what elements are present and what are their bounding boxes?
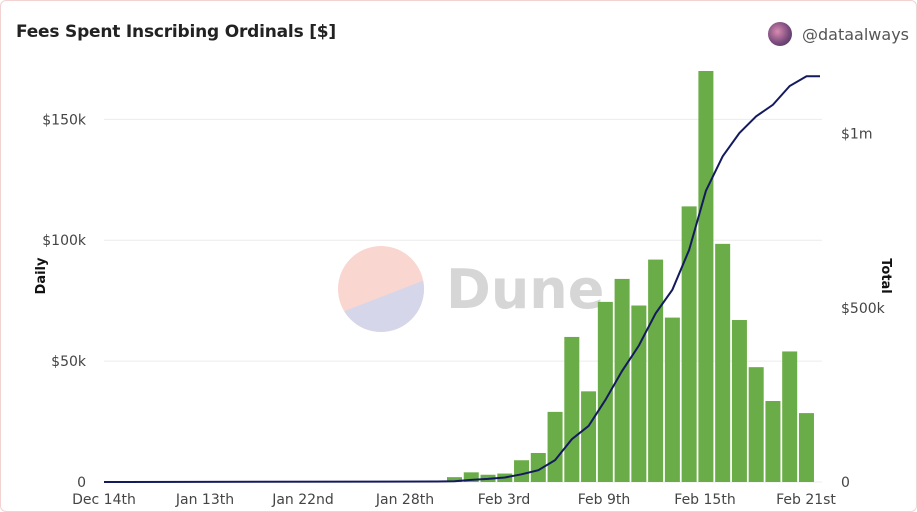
- bar[interactable]: [581, 391, 597, 482]
- bar[interactable]: [782, 351, 798, 482]
- bar[interactable]: [681, 206, 697, 482]
- dune-watermark: Dune: [338, 246, 604, 332]
- bar[interactable]: [447, 477, 462, 482]
- bar[interactable]: [715, 243, 731, 482]
- y-axis-title-right: Total: [878, 258, 893, 294]
- bar[interactable]: [798, 413, 814, 482]
- author-avatar: [768, 22, 793, 46]
- author-badge[interactable]: @dataalways: [768, 22, 909, 46]
- bar[interactable]: [530, 452, 546, 482]
- total-line: [103, 75, 820, 483]
- bar[interactable]: [765, 401, 781, 482]
- y-tick-left: $100k: [42, 233, 87, 249]
- bar[interactable]: [514, 460, 530, 482]
- x-tick: Feb 9th: [578, 492, 631, 508]
- bar[interactable]: [564, 336, 580, 482]
- bar[interactable]: [664, 317, 680, 482]
- x-tick: Feb 15th: [674, 492, 735, 508]
- x-tick: Feb 21st: [776, 492, 836, 508]
- bar[interactable]: [698, 71, 714, 482]
- y-tick-right: $1m: [841, 127, 872, 143]
- y-tick-left: $50k: [51, 354, 87, 370]
- bar[interactable]: [748, 367, 764, 482]
- y-tick-right: $500k: [841, 301, 886, 317]
- y-tick-right: 0: [841, 475, 850, 491]
- bar[interactable]: [614, 278, 630, 482]
- x-tick: Jan 13th: [175, 492, 234, 508]
- y-tick-left: $150k: [42, 112, 87, 128]
- y-tick-left: 0: [77, 475, 86, 491]
- bar[interactable]: [648, 259, 664, 482]
- bar[interactable]: [547, 411, 563, 482]
- bar[interactable]: [731, 320, 747, 482]
- x-tick: Dec 14th: [72, 492, 136, 508]
- bar[interactable]: [631, 305, 647, 482]
- chart-title: Fees Spent Inscribing Ordinals [$]: [16, 22, 336, 42]
- x-tick: Feb 3rd: [478, 492, 531, 508]
- bar[interactable]: [597, 301, 613, 482]
- watermark-text: Dune: [446, 258, 604, 321]
- bar[interactable]: [463, 472, 479, 482]
- author-name: @dataalways: [802, 24, 909, 44]
- y-axis-title-left: Daily: [34, 257, 49, 294]
- x-tick: Jan 22nd: [271, 492, 334, 508]
- x-tick: Jan 28th: [375, 492, 434, 508]
